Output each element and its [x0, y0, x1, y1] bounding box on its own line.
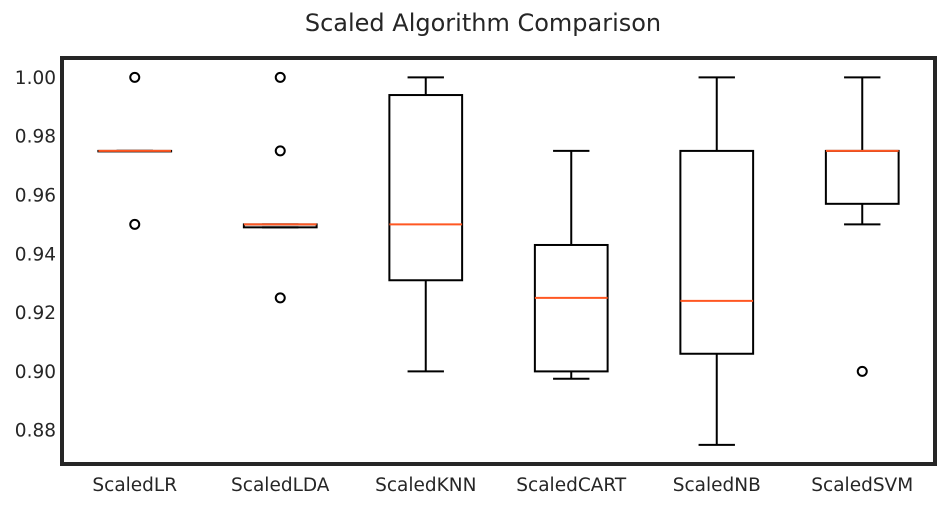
box-iqr [679, 149, 755, 355]
box-group-scaledsvm [824, 76, 900, 377]
box-group-scaledlr [97, 71, 173, 230]
y-tick-label: 0.96 [15, 185, 56, 206]
outlier-point [856, 365, 868, 377]
x-tick-label: ScaledLR [92, 475, 177, 496]
x-axis: ScaledLR ScaledLDA ScaledKNN ScaledCART Scal… [92, 475, 913, 496]
y-tick-label: 0.90 [15, 362, 56, 383]
outlier-point [274, 292, 286, 304]
box-group-scaledlda [242, 71, 318, 304]
y-axis: 1.00 0.98 0.96 0.94 0.92 0.90 0.88 [15, 68, 56, 442]
y-tick-label: 1.00 [15, 68, 56, 89]
chart-title: Scaled Algorithm Comparison [305, 9, 661, 37]
x-tick-label: ScaledKNN [375, 475, 476, 496]
outlier-point [129, 71, 141, 83]
y-tick-label: 0.94 [15, 244, 56, 265]
box-iqr [388, 94, 464, 282]
box-iqr [533, 243, 609, 373]
outlier-point [129, 218, 141, 230]
y-tick-label: 0.92 [15, 303, 56, 324]
outlier-point [274, 145, 286, 157]
outlier-point [274, 71, 286, 83]
box-group-scalednb [679, 76, 755, 446]
box-iqr [824, 149, 900, 205]
box-group-scaledcart [533, 149, 609, 380]
x-tick-label: ScaledSVM [811, 475, 913, 496]
x-tick-label: ScaledCART [516, 475, 627, 496]
plot-marks [97, 71, 900, 446]
x-tick-label: ScaledLDA [231, 475, 330, 496]
box-group-scaledknn [388, 76, 464, 373]
y-tick-label: 0.88 [15, 421, 56, 442]
x-tick-label: ScaledNB [673, 475, 761, 496]
y-tick-label: 0.98 [15, 127, 56, 148]
plot-frame [60, 56, 937, 466]
